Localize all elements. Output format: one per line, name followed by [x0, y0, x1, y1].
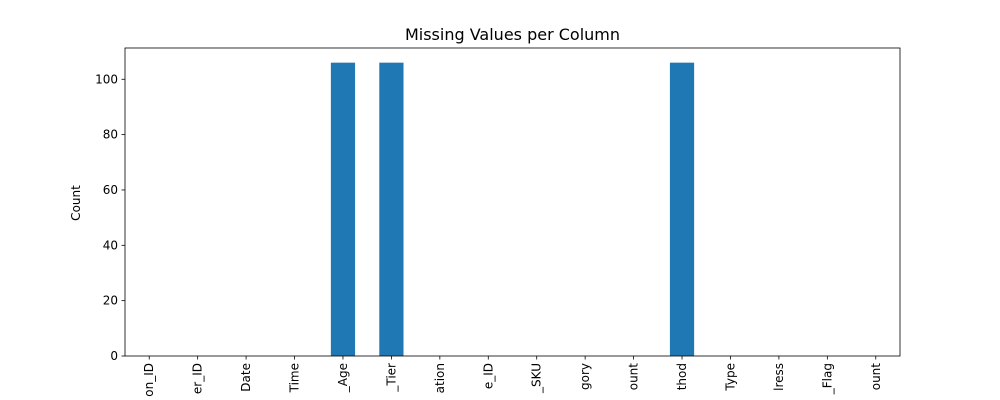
- x-tick-label: ation: [433, 363, 447, 393]
- y-tick-label: 100: [95, 72, 118, 86]
- y-tick-label: 80: [103, 128, 118, 142]
- x-tick-label: _Tier: [384, 363, 398, 393]
- x-tick-label: thod: [675, 363, 689, 390]
- x-tick-label: er_ID: [191, 363, 205, 394]
- bars-group: [330, 62, 695, 357]
- y-axis-ticks: 0 20 40 60 80 100: [95, 72, 125, 363]
- bar: [669, 62, 695, 357]
- y-tick-label: 60: [103, 183, 118, 197]
- y-tick-label: 20: [103, 294, 118, 308]
- y-axis-label: Count: [69, 185, 83, 221]
- y-tick-label: 0: [110, 349, 118, 363]
- plot-frame: [124, 47, 901, 357]
- x-tick-label: e_ID: [481, 363, 495, 389]
- bar: [330, 62, 356, 357]
- x-tick-label: on_ID: [142, 363, 156, 397]
- chart-title: Missing Values per Column: [405, 25, 620, 44]
- x-tick-label: Time: [288, 363, 302, 393]
- y-tick-label: 40: [103, 238, 118, 252]
- x-tick-label: _Flag: [820, 363, 834, 395]
- x-tick-label: ount: [869, 363, 883, 391]
- x-tick-label: _SKU: [530, 363, 544, 394]
- x-tick-label: _Age: [336, 363, 350, 393]
- x-tick-label: Date: [239, 363, 253, 392]
- x-axis-ticks: on_ID er_ID Date Time _Age _Tier ation e_ID _SKU…: [142, 356, 883, 397]
- x-tick-label: Type: [723, 363, 737, 392]
- x-tick-label: lress: [772, 363, 786, 391]
- x-tick-label: gory: [578, 363, 592, 390]
- bar: [379, 62, 404, 357]
- x-tick-label: ount: [627, 363, 641, 391]
